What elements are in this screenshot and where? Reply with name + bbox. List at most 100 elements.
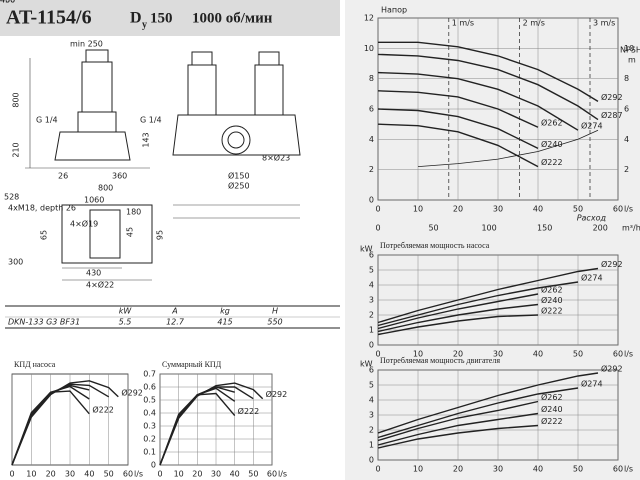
y-tick-label: 3	[369, 411, 374, 420]
dimension-label: 528	[4, 193, 19, 202]
curve	[377, 400, 539, 442]
y-tick-label: 3	[369, 296, 374, 305]
y2-unit: m	[628, 56, 636, 65]
velocity-label: 2 m/s	[523, 19, 545, 28]
front-view	[172, 51, 301, 219]
curve	[377, 387, 579, 439]
x2-tick-label: 0	[375, 224, 380, 233]
x2-tick-label: 50	[428, 224, 438, 233]
y-tick-label: 6	[369, 366, 374, 375]
y-tick-label: 2	[369, 426, 374, 435]
velocity-label: 3 m/s	[593, 19, 615, 28]
y-tick-label: 4	[369, 396, 374, 405]
curve	[377, 412, 539, 446]
curve	[377, 267, 599, 324]
x-tick-label: 0	[157, 470, 162, 479]
table-header: A	[171, 307, 177, 316]
x-tick-label: 10	[413, 465, 423, 474]
curve	[159, 392, 236, 466]
x-tick-label: 30	[493, 465, 503, 474]
dimension-label: 26	[58, 172, 68, 181]
curve	[377, 108, 539, 150]
x-unit: l/s	[134, 470, 143, 479]
dimension-label: Ø250	[228, 181, 250, 191]
dimension-label: 180	[126, 208, 141, 217]
x2-tick-label: 200	[593, 224, 608, 233]
curve-label: Ø292	[121, 387, 143, 397]
curve	[377, 53, 599, 121]
x-tick-label: 60	[123, 470, 133, 479]
curve	[377, 303, 539, 333]
dimension-label: 800	[98, 184, 113, 193]
x-unit: l/s	[624, 350, 633, 359]
curve	[377, 293, 539, 330]
x-tick-label: 40	[533, 465, 543, 474]
dimension-label: 4×Ø19	[70, 219, 98, 229]
curve	[11, 390, 90, 466]
x-tick-label: 10	[26, 470, 36, 479]
curve	[377, 314, 539, 336]
d-symbol: D	[130, 10, 142, 27]
y-tick-label: 0	[151, 461, 156, 470]
y-tick-label: 4	[369, 281, 374, 290]
y-tick-label: 2	[369, 165, 374, 174]
curve-label: Ø222	[92, 404, 114, 414]
dimension-label: 4xM18, depth 26	[8, 204, 76, 213]
x-tick-label: 60	[613, 205, 623, 214]
y-tick-label: 0.7	[143, 370, 156, 379]
y-tick-label: 1	[369, 326, 374, 335]
x-tick-label: 10	[174, 470, 184, 479]
curve-label: Ø292	[266, 389, 288, 399]
y-tick-label: 0.3	[143, 422, 156, 431]
curve	[377, 281, 579, 327]
curve-label: Ø287	[601, 110, 623, 120]
curve	[377, 90, 539, 128]
curve-label: Ø222	[238, 406, 260, 416]
dimension-label: 143	[142, 132, 151, 147]
y-tick-label: 10	[364, 44, 374, 53]
y2-tick-label: 8	[624, 74, 629, 83]
x-tick-label: 0	[375, 205, 380, 214]
curve-label: Ø292	[601, 364, 623, 374]
side-view	[25, 49, 150, 169]
y2-tick-label: 4	[624, 135, 629, 144]
y-tick-label: 0.1	[143, 448, 156, 457]
velocity-label: 1 m/s	[452, 19, 474, 28]
y-tick-label: 2	[369, 311, 374, 320]
x-unit: l/s	[624, 465, 633, 474]
dimension-label: 1060	[84, 196, 104, 205]
dimension-label: 360	[112, 172, 127, 181]
x-unit: l/s	[624, 205, 633, 214]
y2-tick-label: 2	[624, 165, 629, 174]
x2-tick-label: 100	[481, 224, 496, 233]
dimension-label: min 250	[70, 40, 103, 49]
dimension-label: 210	[12, 142, 21, 157]
x-tick-label: 0	[9, 470, 14, 479]
dimension-label: 95	[156, 230, 165, 240]
curve-label: Ø222	[541, 306, 563, 316]
chart-title: Потребляемая мощность насоса	[380, 241, 490, 250]
y-tick-label: 0	[369, 196, 374, 205]
dimension-label: 8×Ø23	[262, 153, 290, 163]
curve	[417, 129, 599, 167]
d-sub: y	[142, 19, 147, 30]
plan-view	[61, 204, 153, 281]
x-tick-label: 60	[267, 470, 277, 479]
table-header: H	[272, 307, 278, 316]
curve-label: Ø292	[601, 92, 623, 102]
dimension-label: G 1/4	[36, 116, 58, 125]
model: AT-1154/6	[6, 7, 92, 29]
curve-label: Ø222	[541, 157, 563, 167]
y-unit: kW	[360, 360, 373, 369]
y-tick-label: 0	[369, 456, 374, 465]
dimension-label: 45	[126, 227, 135, 237]
table-header: kW	[119, 307, 133, 316]
y2-tick-label: 6	[624, 105, 629, 114]
x-tick-label: 50	[573, 465, 583, 474]
dimension-label: Ø150	[228, 171, 250, 181]
dimension-label: 400	[0, 0, 15, 5]
dimension-label: G 1/4	[140, 116, 162, 125]
x-tick-label: 30	[211, 470, 221, 479]
